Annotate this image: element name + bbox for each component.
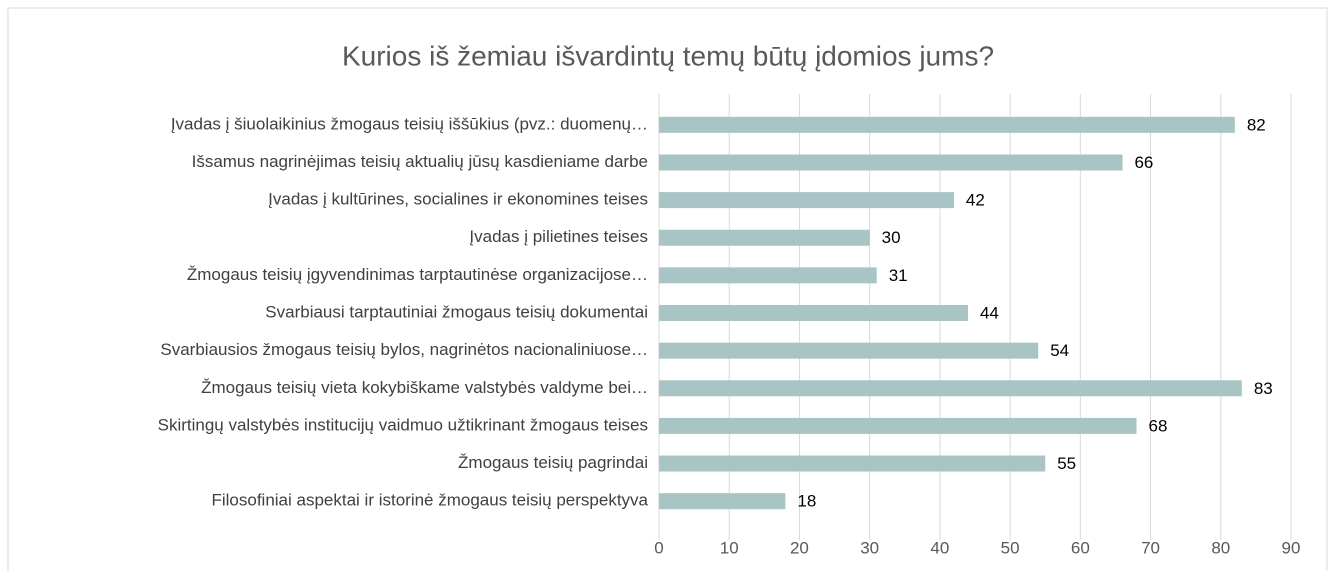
y-tick-label: Išsamus nagrinėjimas teisių aktualių jūs… — [192, 152, 648, 171]
x-tick-label: 70 — [1141, 538, 1160, 557]
bar — [659, 417, 1137, 434]
bar — [659, 493, 786, 510]
y-tick-label: Įvadas į kultūrines, socialines ir ekono… — [268, 190, 648, 209]
x-tick-label: 20 — [790, 538, 809, 557]
data-label: 66 — [1134, 153, 1153, 172]
data-label: 18 — [797, 492, 816, 511]
chart-border — [7, 7, 1328, 571]
data-label: 44 — [980, 303, 999, 322]
y-tick-label: Žmogaus teisių pagrindai — [458, 453, 648, 472]
x-tick-label: 60 — [1071, 538, 1090, 557]
x-tick-label: 0 — [654, 538, 663, 557]
y-tick-label: Įvadas į pilietines teises — [469, 227, 648, 246]
data-label: 55 — [1057, 454, 1076, 473]
data-label: 42 — [966, 191, 985, 210]
data-label: 31 — [889, 266, 908, 285]
x-tick-label: 30 — [860, 538, 879, 557]
y-tick-label: Svarbiausios žmogaus teisių bylos, nagri… — [160, 340, 648, 359]
bar — [659, 455, 1046, 472]
data-label: 68 — [1149, 416, 1168, 435]
x-tick-label: 90 — [1282, 538, 1301, 557]
data-label: 30 — [882, 228, 901, 247]
data-label: 54 — [1050, 341, 1069, 360]
bar — [659, 192, 954, 209]
y-tick-label: Svarbiausi tarptautiniai žmogaus teisių … — [265, 302, 648, 321]
x-tick-label: 50 — [1001, 538, 1020, 557]
y-tick-label: Žmogaus teisių įgyvendinimas tarptautinė… — [187, 265, 648, 284]
bar — [659, 342, 1039, 359]
data-label: 83 — [1254, 379, 1273, 398]
y-tick-label: Žmogaus teisių vieta kokybiškame valstyb… — [201, 378, 648, 397]
x-tick-label: 10 — [720, 538, 739, 557]
y-tick-label: Įvadas į šiuolaikinius žmogaus teisių iš… — [171, 114, 648, 133]
bar — [659, 380, 1242, 397]
x-tick-label: 80 — [1211, 538, 1230, 557]
bar — [659, 267, 877, 284]
bar — [659, 116, 1235, 133]
x-tick-label: 40 — [930, 538, 949, 557]
bar — [659, 154, 1123, 171]
chart-title: Kurios iš žemiau išvardintų temų būtų įd… — [342, 40, 994, 71]
bar — [659, 229, 870, 246]
bar — [659, 305, 968, 321]
y-tick-label: Skirtingų valstybės institucijų vaidmuo … — [158, 415, 648, 434]
data-label: 82 — [1247, 115, 1266, 134]
y-tick-label: Filosofiniai aspektai ir istorinė žmogau… — [211, 491, 648, 510]
